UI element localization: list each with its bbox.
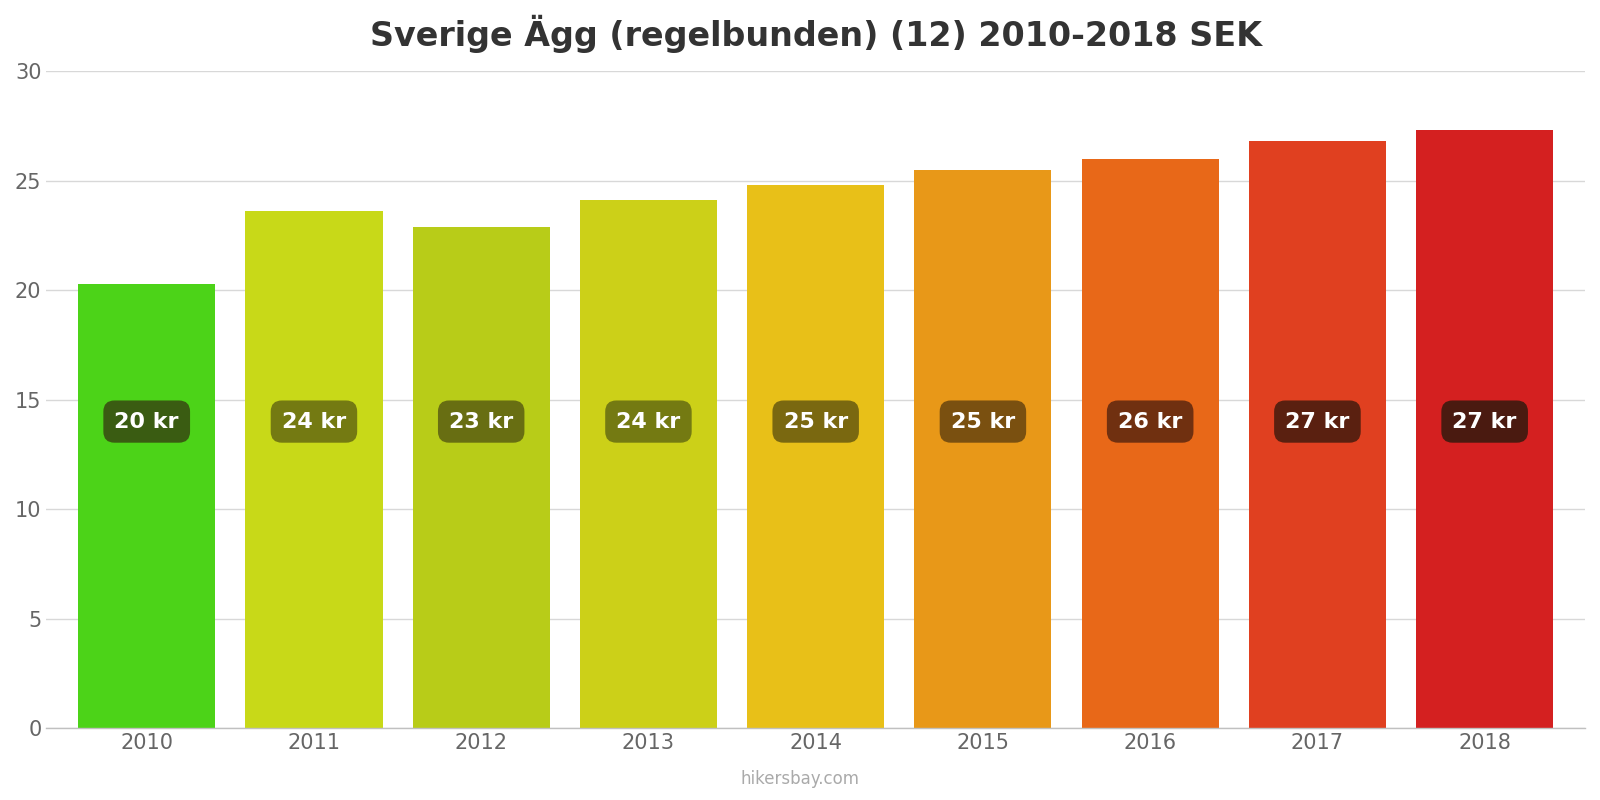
- Text: 26 kr: 26 kr: [1118, 411, 1182, 431]
- Text: 27 kr: 27 kr: [1285, 411, 1349, 431]
- Bar: [78, 284, 216, 728]
- Bar: [413, 226, 550, 728]
- Title: Sverige Ägg (regelbunden) (12) 2010-2018 SEK: Sverige Ägg (regelbunden) (12) 2010-2018…: [370, 15, 1262, 54]
- Text: 20 kr: 20 kr: [115, 411, 179, 431]
- Text: 27 kr: 27 kr: [1453, 411, 1517, 431]
- Bar: [579, 201, 717, 728]
- Text: 23 kr: 23 kr: [450, 411, 514, 431]
- Text: 24 kr: 24 kr: [616, 411, 680, 431]
- Bar: [747, 185, 885, 728]
- Text: 25 kr: 25 kr: [950, 411, 1014, 431]
- Text: 25 kr: 25 kr: [784, 411, 848, 431]
- Bar: [914, 170, 1051, 728]
- Text: hikersbay.com: hikersbay.com: [741, 770, 859, 788]
- Bar: [1082, 159, 1219, 728]
- Bar: [1250, 142, 1386, 728]
- Bar: [1416, 130, 1554, 728]
- Text: 24 kr: 24 kr: [282, 411, 346, 431]
- Bar: [245, 211, 382, 728]
